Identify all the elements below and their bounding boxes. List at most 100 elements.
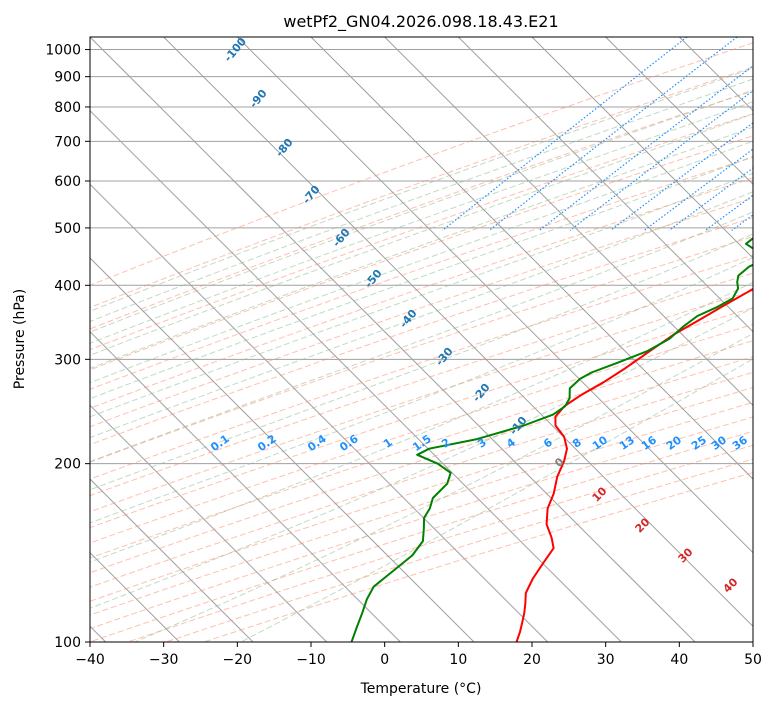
- mixing-ratio-lines: [442, 37, 775, 231]
- x-tick-label: 0: [380, 652, 389, 668]
- y-axis-label: Pressure (hPa): [12, 289, 28, 389]
- moist-adiabat-label: 40: [721, 575, 741, 595]
- isotherm-line: [90, 37, 696, 642]
- isotherm-line: [90, 257, 475, 642]
- mixing-ratio-label: 36: [730, 433, 750, 453]
- mixing-ratio-line: [569, 89, 753, 231]
- mixing-ratio-label: 20: [664, 433, 684, 453]
- y-tick-label: 400: [54, 278, 81, 294]
- mixing-ratio-label: 0.1: [208, 432, 231, 454]
- moist-adiabat-line: [90, 172, 753, 418]
- moist-adiabat-line: [90, 155, 753, 400]
- moist-adiabat-line: [90, 113, 753, 356]
- moist-adiabat-line: [90, 140, 753, 384]
- x-axis-label: Temperature (°C): [360, 681, 482, 697]
- x-tick-label: 10: [449, 652, 467, 668]
- moist-adiabat-line: [134, 332, 753, 642]
- chart-title: wetPf2_GN04.2026.098.18.43.E21: [283, 12, 558, 32]
- moist-adiabat-label: 10: [590, 484, 610, 504]
- isobar-grid: [90, 49, 753, 642]
- dry-adiabat-line: [90, 386, 753, 602]
- plot-area: 0.1 0.2 0.4 0.6 1 1.5 2 3 4 6 8 10 13 16 20 25 30 36-100-…: [90, 37, 775, 642]
- y-tick-label: 900: [54, 70, 81, 86]
- dry-adiabat-line: [90, 113, 753, 351]
- dry-adiabat-line: [90, 90, 753, 330]
- moist-adiabat-line: [90, 101, 753, 344]
- x-axis-ticks: −40 −30 −20 −10 0 10 20 30 40 50: [75, 642, 762, 668]
- isotherm-line: [90, 183, 549, 642]
- x-tick-label: −20: [223, 652, 253, 668]
- dry-adiabat-line: [90, 356, 753, 574]
- x-tick-label: 40: [670, 652, 688, 668]
- temperature-line: [515, 287, 753, 642]
- dry-adiabat-line: [90, 42, 753, 286]
- mixing-ratio-line: [488, 37, 738, 231]
- dry-adiabat-label: -40: [397, 307, 420, 331]
- y-tick-label: 700: [54, 134, 81, 150]
- y-tick-label: 1000: [45, 43, 81, 59]
- x-tick-label: −40: [75, 652, 105, 668]
- dewpoint-line: [350, 237, 753, 642]
- y-tick-label: 300: [54, 352, 81, 368]
- y-tick-label: 100: [54, 635, 81, 651]
- plot-frame: [89, 36, 754, 643]
- isotherm-grid: [90, 37, 753, 642]
- mixing-ratio-line: [771, 37, 775, 231]
- isotherm-line: [531, 37, 753, 259]
- mixing-ratio-line: [668, 167, 753, 231]
- mixing-ratio-label: 30: [709, 433, 729, 453]
- moist-adiabat-line: [90, 126, 753, 369]
- moist-adiabat-line: [90, 211, 753, 463]
- mixing-ratio-line: [442, 37, 688, 231]
- mixing-ratio-line: [704, 194, 753, 231]
- dry-adiabat-line: [90, 135, 753, 371]
- moist-adiabat-line: [90, 89, 753, 333]
- dry-adiabats: [90, 42, 753, 642]
- dry-adiabat-label: -10: [507, 414, 530, 438]
- x-tick-label: 20: [523, 652, 541, 668]
- isotherm-line: [605, 37, 753, 186]
- isotherm-line: [90, 478, 254, 642]
- moist-adiabat-label: 20: [633, 515, 653, 535]
- y-tick-label: 800: [54, 100, 81, 116]
- dry-adiabat-line: [90, 290, 753, 513]
- dry-adiabat-line: [90, 307, 753, 529]
- mixing-ratio-label: 2: [439, 436, 453, 451]
- dry-adiabat-line: [90, 236, 753, 463]
- moist-adiabat-line: [90, 233, 753, 491]
- dry-adiabat-line: [90, 197, 753, 428]
- dry-adiabat-label: -50: [362, 267, 385, 291]
- isotherm-line: [236, 37, 753, 554]
- y-tick-label: 500: [54, 221, 81, 237]
- mixing-ratio-label: 8: [570, 436, 584, 451]
- x-tick-label: 50: [744, 652, 762, 668]
- dry-adiabat-label: -80: [273, 136, 296, 160]
- y-tick-label: 200: [54, 457, 81, 473]
- isotherm-line: [384, 37, 753, 407]
- moist-adiabat-line: [90, 281, 753, 563]
- mixing-ratio-label: 25: [689, 433, 709, 452]
- moist-adiabat-label: 30: [676, 545, 696, 565]
- x-tick-label: −30: [149, 652, 179, 668]
- y-axis-ticks: 1000 900 800 700 600 500 400 300 200 100: [45, 43, 90, 651]
- isotherm-line: [457, 37, 753, 333]
- dry-adiabat-line: [90, 371, 753, 588]
- moist-adiabat-line: [240, 358, 753, 642]
- mixing-ratio-line: [538, 65, 753, 231]
- isotherm-line: [752, 37, 753, 38]
- dry-adiabat-line: [90, 401, 753, 616]
- mixing-ratio-label: 13: [617, 433, 637, 452]
- dry-adiabat-line: [90, 340, 753, 559]
- moist-adiabat-line: [90, 78, 753, 323]
- isotherm-line: [90, 330, 401, 642]
- isotherm-line: [310, 37, 753, 480]
- mixing-ratio-label: 3: [475, 436, 489, 451]
- dry-adiabat-line: [90, 177, 753, 409]
- isotherm-line: [90, 404, 328, 642]
- dry-adiabat-label: -30: [433, 345, 456, 369]
- mixing-ratio-label: 1: [381, 436, 395, 451]
- isotherm-line: [678, 37, 753, 112]
- dry-adiabat-label: -20: [470, 381, 493, 405]
- isotherm-line: [90, 109, 622, 642]
